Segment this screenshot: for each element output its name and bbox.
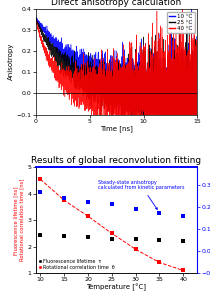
Point	[134, 247, 137, 252]
Point	[158, 237, 161, 242]
Point	[110, 201, 113, 206]
Y-axis label: Anisotropy: Anisotropy	[8, 43, 14, 80]
Point	[86, 235, 90, 240]
Point	[181, 213, 185, 218]
Text: Steady-state anisotropy
calculated from kinetic parameters: Steady-state anisotropy calculated from …	[97, 180, 184, 209]
Title: Direct anisotropy calculation: Direct anisotropy calculation	[51, 0, 182, 7]
Point	[110, 231, 113, 236]
Point	[63, 198, 66, 203]
Point	[39, 190, 42, 194]
Legend: 10 °C, 25 °C, 40 °C: 10 °C, 25 °C, 40 °C	[167, 12, 195, 33]
Point	[181, 268, 185, 273]
Point	[63, 195, 66, 200]
Point	[158, 210, 161, 215]
Point	[39, 177, 42, 182]
X-axis label: Temperature [°C]: Temperature [°C]	[87, 284, 147, 291]
Point	[158, 260, 161, 265]
Point	[86, 200, 90, 205]
Point	[39, 232, 42, 237]
Point	[181, 238, 185, 243]
Point	[110, 236, 113, 241]
Point	[134, 206, 137, 211]
Legend: Fluorescence lifetime  τ, Rotational correlation time  θ: Fluorescence lifetime τ, Rotational corr…	[38, 259, 115, 271]
X-axis label: Time [ns]: Time [ns]	[100, 125, 133, 132]
Y-axis label: Fluorescence lifetime [ns]
Rotational correlation time [ns]: Fluorescence lifetime [ns] Rotational co…	[14, 179, 25, 261]
Title: Results of global reconvolution fitting: Results of global reconvolution fitting	[32, 156, 202, 165]
Point	[86, 214, 90, 219]
Point	[134, 237, 137, 242]
Point	[63, 234, 66, 239]
